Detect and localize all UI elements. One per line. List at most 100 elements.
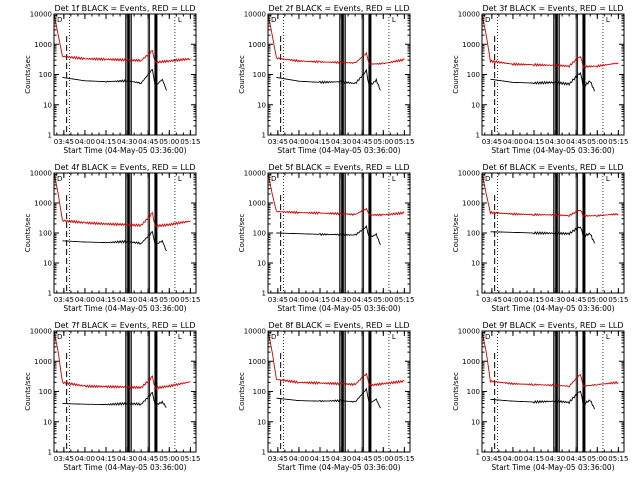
series-lld — [54, 14, 191, 64]
y-tick-label: 1000 — [248, 41, 266, 49]
x-tick-label: 04:15 — [524, 455, 544, 463]
y-tick-label: 1 — [476, 290, 480, 298]
chart-title: Det 9f BLACK = Events, RED = LLD — [482, 321, 623, 330]
x-tick-label: 05:00 — [159, 138, 179, 146]
y-tick-label: 100 — [467, 230, 480, 238]
panel-7: Det 7f BLACK = Events, RED = LLD 1 10 100 10… — [24, 321, 200, 472]
x-tick-label: 04:00 — [289, 138, 309, 146]
corner-label-l: L — [392, 333, 396, 341]
x-tick-label: 04:00 — [75, 296, 95, 304]
corner-label-d: D — [485, 333, 490, 341]
y-tick-label: 1000 — [462, 358, 480, 366]
y-tick-label: 10000 — [244, 328, 266, 336]
y-tick-label: 10000 — [458, 170, 480, 178]
y-axis-label: Counts/sec — [452, 214, 460, 253]
corner-label-l: L — [178, 175, 182, 183]
y-axis-label: Counts/sec — [238, 372, 246, 411]
y-tick-label: 100 — [467, 388, 480, 396]
x-tick-label: 05:00 — [373, 455, 393, 463]
y-axis-label: Counts/sec — [238, 55, 246, 94]
x-axis-label: Start Time (04-May-05 03:36:00) — [63, 146, 186, 155]
x-axis-label: Start Time (04-May-05 03:36:00) — [491, 146, 614, 155]
panel-5: Det 5f BLACK = Events, RED = LLD 1 10 100 10… — [238, 163, 414, 313]
corner-label-l: L — [606, 333, 610, 341]
x-axis-label: Start Time (04-May-05 03:36:00) — [491, 463, 614, 472]
panel-3: Det 3f BLACK = Events, RED = LLD 1 10 100 10… — [452, 4, 628, 155]
corner-label-l: L — [178, 16, 182, 24]
x-tick-label: 05:15 — [180, 296, 200, 304]
panel-4: Det 4f BLACK = Events, RED = LLD 1 10 100 10… — [24, 163, 200, 313]
series-lld — [268, 331, 405, 387]
y-tick-label: 1 — [48, 132, 52, 140]
y-tick-label: 1 — [48, 449, 52, 457]
x-axis-label: Start Time (04-May-05 03:36:00) — [63, 304, 186, 313]
x-tick-label: 04:45 — [352, 138, 372, 146]
x-axis-label: Start Time (04-May-05 03:36:00) — [277, 146, 400, 155]
x-tick-label: 05:00 — [587, 455, 607, 463]
series-lld — [482, 14, 619, 70]
x-tick-label: 04:30 — [331, 138, 351, 146]
x-tick-label: 03:45 — [54, 455, 74, 463]
y-tick-label: 1000 — [248, 358, 266, 366]
y-tick-label: 10000 — [30, 11, 52, 19]
y-tick-label: 1 — [262, 132, 266, 140]
x-tick-label: 04:45 — [138, 296, 158, 304]
corner-label-l: L — [392, 16, 396, 24]
corner-label-d: D — [57, 333, 62, 341]
x-tick-label: 04:45 — [352, 455, 372, 463]
panel-9: Det 9f BLACK = Events, RED = LLD 1 10 100 10… — [452, 321, 628, 472]
series-lld — [54, 331, 191, 390]
corner-label-d: D — [57, 175, 62, 183]
plot-area — [482, 173, 619, 293]
y-tick-label: 100 — [39, 230, 52, 238]
x-tick-label: 05:15 — [180, 455, 200, 463]
y-tick-label: 1 — [476, 132, 480, 140]
x-tick-label: 04:00 — [289, 296, 309, 304]
y-tick-label: 100 — [253, 230, 266, 238]
x-axis-label: Start Time (04-May-05 03:36:00) — [63, 463, 186, 472]
series-events — [490, 390, 595, 410]
x-tick-label: 04:30 — [117, 455, 137, 463]
x-tick-label: 04:30 — [331, 455, 351, 463]
y-tick-label: 1000 — [34, 41, 52, 49]
series-lld — [482, 173, 619, 218]
corner-label-l: L — [606, 175, 610, 183]
y-tick-label: 10000 — [244, 11, 266, 19]
y-tick-label: 10 — [471, 260, 480, 268]
panel-8: Det 8f BLACK = Events, RED = LLD 1 10 100 10… — [238, 321, 414, 472]
x-tick-label: 05:15 — [608, 138, 628, 146]
x-axis-label: Start Time (04-May-05 03:36:00) — [277, 463, 400, 472]
y-tick-label: 1 — [262, 449, 266, 457]
chart-title: Det 2f BLACK = Events, RED = LLD — [268, 4, 409, 13]
plot-area — [268, 331, 405, 452]
x-tick-label: 04:45 — [352, 296, 372, 304]
x-tick-label: 03:45 — [268, 296, 288, 304]
plot-area — [54, 331, 191, 452]
y-tick-label: 10 — [257, 101, 266, 109]
panel-1: Det 1f BLACK = Events, RED = LLD 1 10 100 10… — [24, 4, 200, 155]
x-tick-label: 04:30 — [545, 296, 565, 304]
series-events — [62, 68, 167, 91]
x-tick-label: 03:45 — [482, 138, 502, 146]
y-tick-label: 1000 — [34, 358, 52, 366]
x-tick-label: 04:30 — [331, 296, 351, 304]
series-events — [276, 225, 381, 246]
chart-title: Det 4f BLACK = Events, RED = LLD — [54, 163, 195, 172]
x-tick-label: 05:15 — [180, 138, 200, 146]
x-tick-label: 04:15 — [310, 296, 330, 304]
x-tick-label: 03:45 — [268, 138, 288, 146]
y-axis-label: Counts/sec — [24, 214, 32, 253]
y-tick-label: 100 — [39, 71, 52, 79]
x-tick-label: 05:15 — [394, 455, 414, 463]
x-tick-label: 04:15 — [96, 296, 116, 304]
x-tick-label: 04:45 — [138, 455, 158, 463]
x-tick-label: 03:45 — [482, 296, 502, 304]
y-tick-label: 1 — [262, 290, 266, 298]
series-events — [62, 231, 167, 252]
plot-area — [482, 14, 619, 135]
y-axis-label: Counts/sec — [24, 372, 32, 411]
x-tick-label: 04:15 — [96, 455, 116, 463]
series-lld — [268, 173, 405, 217]
x-tick-label: 04:00 — [75, 138, 95, 146]
y-axis-label: Counts/sec — [452, 55, 460, 94]
